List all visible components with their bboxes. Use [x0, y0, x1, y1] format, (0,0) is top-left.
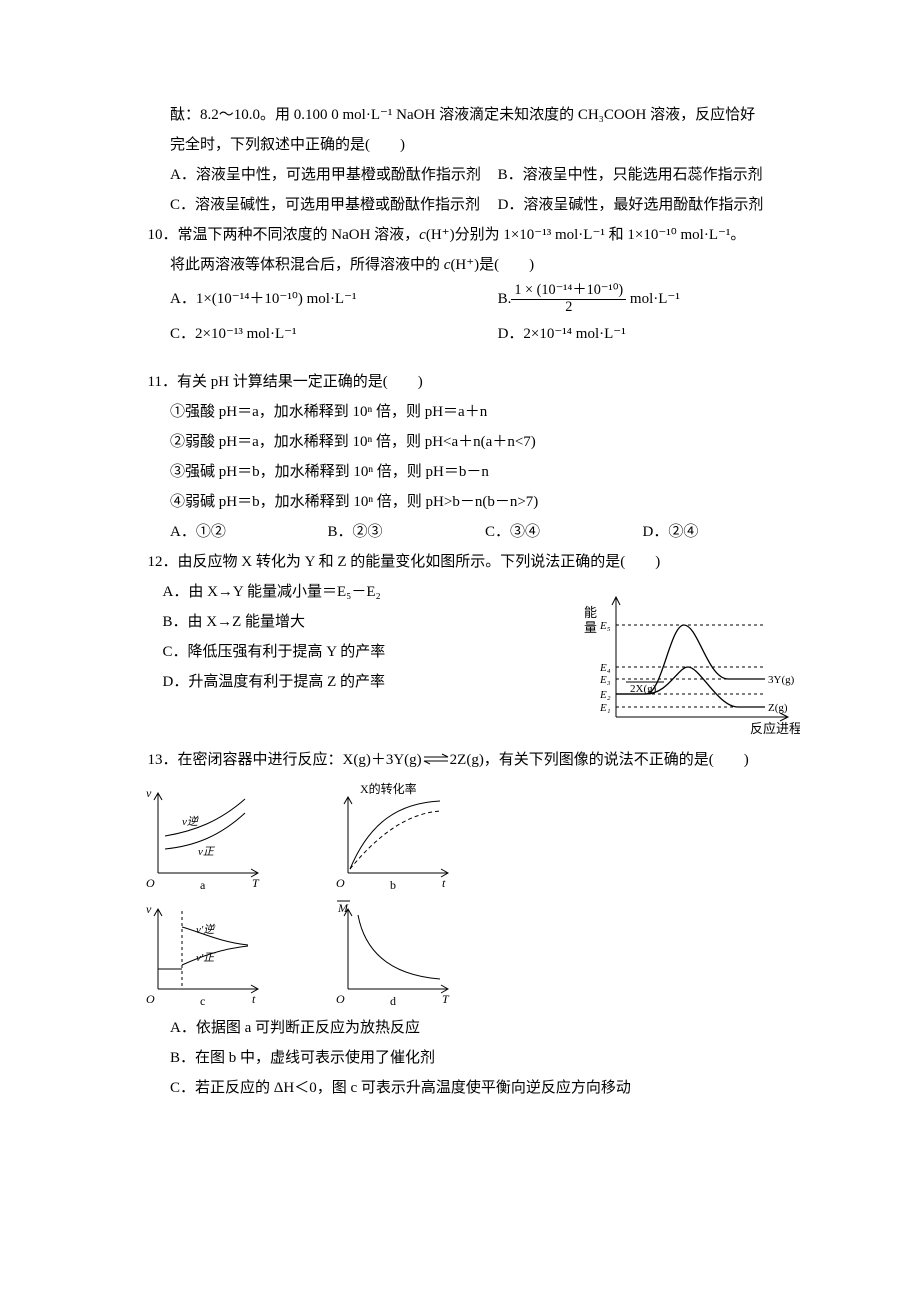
q13-opt-c: C．若正反应的 ΔH＜0，图 c 可表示升高温度使平衡向逆反应方向移动 [140, 1073, 800, 1103]
q13-charts-row1: v T Ov逆 v正 a X的转化率 Ot b [140, 781, 800, 891]
q9-line1: 酞：8.2～10.0。用 0.100 0 mol·L⁻¹ NaOH 溶液滴定未知… [140, 100, 800, 130]
q10-opts-cd: C．2×10⁻¹³ mol·L⁻¹ D．2×10⁻¹⁴ mol·L⁻¹ [140, 319, 800, 349]
svg-text:T: T [442, 992, 450, 1006]
q11-opt-a: A．①② [170, 517, 328, 547]
svg-text:量: 量 [584, 620, 597, 635]
q12: 12．由反应物 X 转化为 Y 和 Z 的能量变化如图所示。下列说法正确的是( … [140, 547, 800, 737]
q10: 10．常温下两种不同浓度的 NaOH 溶液，c(H⁺)分别为 1×10⁻¹³ m… [140, 220, 800, 349]
q12-opt-d: D．升高温度有利于提高 Z 的产率 [163, 667, 559, 697]
q10-stem2: 将此两溶液等体积混合后，所得溶液中的 c(H⁺)是( ) [140, 250, 800, 280]
q11-opt-d: D．②④ [643, 517, 801, 547]
q12-opt-c: C．降低压强有利于提高 Y 的产率 [163, 637, 559, 667]
svg-text:v′逆: v′逆 [196, 923, 216, 936]
svg-text:v逆: v逆 [182, 815, 200, 828]
svg-text:E₂: E₂ [599, 689, 611, 701]
q11-opt-b: B．②③ [328, 517, 486, 547]
q11-l4: ④弱碱 pH＝b，加水稀释到 10ⁿ 倍，则 pH>b－n(b－n>7) [140, 487, 800, 517]
q13-chart-d: M O Td [330, 897, 460, 1007]
q9-opt-b: B．溶液呈中性，只能选用石蕊作指示剂 [498, 160, 800, 190]
svg-text:v正: v正 [198, 846, 216, 858]
svg-text:O: O [336, 992, 345, 1006]
svg-text:v: v [146, 786, 152, 800]
q10-opt-d: D．2×10⁻¹⁴ mol·L⁻¹ [498, 319, 800, 349]
svg-text:3Y(g): 3Y(g) [768, 674, 795, 686]
spacer [140, 737, 800, 745]
q10-stem1: 10．常温下两种不同浓度的 NaOH 溶液，c(H⁺)分别为 1×10⁻¹³ m… [140, 220, 800, 250]
q9-opts-ab: A．溶液呈中性，可选用甲基橙或酚酞作指示剂 B．溶液呈中性，只能选用石蕊作指示剂 [140, 160, 800, 190]
svg-text:M: M [337, 901, 349, 915]
svg-text:Z(g): Z(g) [768, 702, 788, 714]
spacer [140, 349, 800, 367]
equilibrium-arrow-icon [422, 753, 450, 765]
q11-l1: ①强酸 pH＝a，加水稀释到 10ⁿ 倍，则 pH＝a＋n [140, 397, 800, 427]
svg-text:t: t [442, 876, 446, 890]
q13-stem: 13．在密闭容器中进行反应：X(g)＋3Y(g)2Z(g)，有关下列图像的说法不… [140, 745, 800, 775]
svg-text:X的转化率: X的转化率 [360, 781, 417, 796]
q11-l2: ②弱酸 pH＝a，加水稀释到 10ⁿ 倍，则 pH<a＋n(a＋n<7) [140, 427, 800, 457]
svg-text:v′正: v′正 [196, 952, 216, 964]
q9: 酞：8.2～10.0。用 0.100 0 mol·L⁻¹ NaOH 溶液滴定未知… [140, 100, 800, 220]
svg-text:E₅: E₅ [599, 620, 611, 632]
svg-text:E₁: E₁ [599, 702, 611, 714]
svg-text:E₄: E₄ [599, 662, 611, 674]
svg-text:T: T [252, 876, 260, 890]
q9-line2: 完全时，下列叙述中正确的是( ) [140, 130, 800, 160]
q12-stem: 12．由反应物 X 转化为 Y 和 Z 的能量变化如图所示。下列说法正确的是( … [140, 547, 800, 577]
svg-text:c: c [200, 994, 205, 1007]
q13-chart-c: v t Ov′逆 v′正 c [140, 897, 270, 1007]
q10-opt-a: A．1×(10⁻¹⁴＋10⁻¹⁰) mol·L⁻¹ [170, 280, 498, 319]
q13-chart-b: X的转化率 Ot b [330, 781, 460, 891]
q11: 11．有关 pH 计算结果一定正确的是( ) ①强酸 pH＝a，加水稀释到 10… [140, 367, 800, 547]
q13-opt-a: A．依据图 a 可判断正反应为放热反应 [140, 1013, 800, 1043]
q11-l3: ③强碱 pH＝b，加水稀释到 10ⁿ 倍，则 pH＝b－n [140, 457, 800, 487]
svg-text:t: t [252, 992, 256, 1006]
svg-text:O: O [146, 992, 155, 1006]
q12-figure: 能量反应进程 E₁E₂ E₃E₄ E₅ 2X(g) 3Y(g) Z(g) [570, 577, 800, 737]
q12-opt-a: A．由 X→Y 能量减小量＝E₅－E₂ [163, 577, 559, 607]
svg-text:d: d [390, 994, 396, 1007]
svg-text:O: O [336, 876, 345, 890]
q9-opt-a: A．溶液呈中性，可选用甲基橙或酚酞作指示剂 [170, 160, 498, 190]
q10-opt-c: C．2×10⁻¹³ mol·L⁻¹ [170, 319, 498, 349]
q10-opts-ab: A．1×(10⁻¹⁴＋10⁻¹⁰) mol·L⁻¹ B.1 × (10⁻¹⁴＋1… [140, 280, 800, 319]
q13: 13．在密闭容器中进行反应：X(g)＋3Y(g)2Z(g)，有关下列图像的说法不… [140, 745, 800, 1103]
q10-opt-b: B.1 × (10⁻¹⁴＋10⁻¹⁰)2 mol·L⁻¹ [498, 280, 800, 319]
q9-opt-d: D．溶液呈碱性，最好选用酚酞作指示剂 [498, 190, 800, 220]
svg-text:能: 能 [584, 605, 597, 620]
q11-opt-c: C．③④ [485, 517, 643, 547]
q13-opt-b: B．在图 b 中，虚线可表示使用了催化剂 [140, 1043, 800, 1073]
svg-text:v: v [146, 902, 152, 916]
svg-text:反应进程: 反应进程 [750, 721, 800, 736]
svg-text:2X(g): 2X(g) [630, 683, 657, 695]
q9-opts-cd: C．溶液呈碱性，可选用甲基橙或酚酞作指示剂 D．溶液呈碱性，最好选用酚酞作指示剂 [140, 190, 800, 220]
q11-opts: A．①② B．②③ C．③④ D．②④ [140, 517, 800, 547]
svg-text:a: a [200, 878, 206, 891]
q9-opt-c: C．溶液呈碱性，可选用甲基橙或酚酞作指示剂 [170, 190, 498, 220]
svg-text:b: b [390, 878, 396, 891]
svg-text:E₃: E₃ [599, 674, 611, 686]
q13-chart-a: v T Ov逆 v正 a [140, 781, 270, 891]
svg-text:O: O [146, 876, 155, 890]
q13-charts-row2: v t Ov′逆 v′正 c M O Td [140, 897, 800, 1007]
q12-opt-b: B．由 X→Z 能量增大 [163, 607, 559, 637]
q11-stem: 11．有关 pH 计算结果一定正确的是( ) [140, 367, 800, 397]
